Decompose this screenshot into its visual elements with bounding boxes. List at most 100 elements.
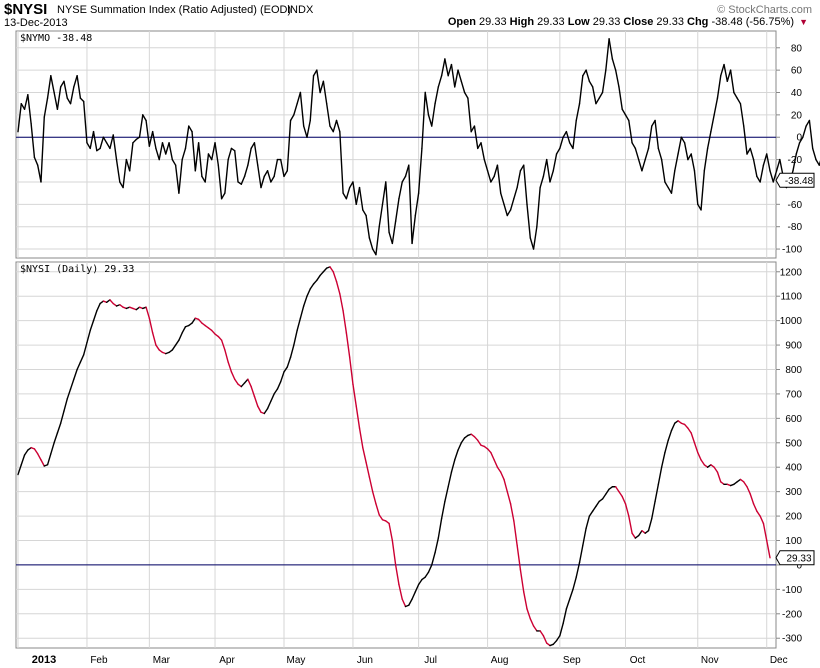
series-segment [664, 181, 669, 189]
series-segment [46, 453, 52, 466]
series-segment [578, 75, 584, 105]
series-segment [440, 58, 446, 77]
series-segment [723, 63, 729, 83]
series-segment [746, 147, 751, 155]
series-segment [568, 588, 574, 600]
series-segment [50, 442, 55, 455]
series-segment [319, 80, 325, 94]
series-segment [490, 451, 495, 461]
open-label: Open [447, 16, 476, 28]
series-segment [385, 181, 390, 233]
series-segment [151, 332, 157, 346]
series-segment [23, 94, 29, 110]
series-segment [775, 158, 781, 172]
series-segment [509, 503, 515, 522]
series-segment [670, 422, 676, 432]
x-axis: 2013 Feb Mar Apr May Jun Jul Aug Sep Oct Nov Dec [32, 654, 788, 666]
series-segment [270, 175, 275, 183]
y-tick-label: -200 [782, 609, 802, 620]
series-segment [591, 86, 597, 105]
series-segment [637, 158, 643, 172]
series-segment [585, 69, 591, 83]
series-segment [273, 388, 279, 395]
series-segment [17, 102, 22, 133]
series-segment [174, 164, 180, 194]
x-month-label: Oct [630, 655, 646, 666]
series-segment [716, 471, 722, 483]
series-segment [503, 478, 508, 493]
series-segment [693, 442, 699, 454]
series-segment [378, 514, 384, 521]
y-tick-label: -300 [782, 634, 802, 645]
series-segment [165, 142, 170, 155]
series-segment [161, 142, 167, 155]
series-segment [651, 500, 656, 520]
series-segment [352, 383, 357, 407]
series-segment [414, 192, 420, 217]
series-segment [549, 170, 554, 183]
series-segment [352, 181, 357, 206]
series-segment [532, 225, 538, 250]
series-segment [197, 142, 203, 178]
series-segment [450, 63, 456, 88]
series-segment [463, 91, 469, 99]
series-segment [795, 142, 801, 155]
series-segment [194, 142, 200, 172]
series-segment [27, 94, 32, 125]
series-segment [332, 271, 338, 283]
series-segment [815, 158, 820, 166]
series-segment [644, 147, 650, 161]
series-segment [546, 158, 551, 183]
y-tick-label: 300 [785, 487, 802, 498]
y-tick-label: 1100 [780, 292, 802, 303]
series-segment [86, 329, 91, 344]
series-segment [720, 63, 725, 77]
series-segment [63, 80, 68, 99]
series-segment [637, 530, 643, 537]
series-segment [263, 170, 269, 178]
series-segment [224, 349, 229, 363]
series-segment [230, 371, 236, 380]
series-segment [227, 147, 233, 161]
series-segment [726, 69, 732, 83]
series-segment [444, 58, 449, 77]
series-segment [293, 102, 298, 116]
series-segment [368, 476, 374, 493]
series-segment [621, 495, 627, 505]
series-segment [296, 317, 302, 332]
series-segment [700, 459, 706, 466]
series-segment [339, 130, 344, 194]
series-segment [53, 432, 59, 444]
series-segment [460, 437, 466, 444]
series-segment [802, 125, 807, 138]
y-tick-label: -100 [782, 585, 802, 596]
series-segment [542, 158, 548, 178]
brand-label[interactable]: © StockCharts.com [717, 4, 812, 16]
series-segment [270, 393, 275, 402]
series-segment [76, 75, 82, 99]
series-segment [562, 608, 568, 625]
series-segment [125, 158, 131, 172]
x-month-label: Mar [153, 655, 171, 666]
series-segment [155, 344, 160, 351]
series-segment [23, 449, 29, 456]
series-segment [401, 598, 407, 608]
series-segment [299, 91, 305, 127]
series-segment [325, 102, 331, 127]
series-segment [207, 153, 213, 161]
series-segment [138, 114, 144, 138]
series-segment [733, 91, 738, 99]
series-segment [706, 130, 712, 150]
high-label: High [509, 16, 535, 28]
series-segment [365, 461, 371, 478]
series-segment [286, 356, 292, 368]
plot-frame [15, 261, 777, 649]
series-segment [375, 503, 380, 516]
series-segment [634, 147, 640, 161]
series-segment [486, 170, 492, 183]
series-segment [224, 158, 229, 194]
series-segment [756, 510, 761, 517]
y-tick-label: 200 [785, 512, 802, 523]
series-segment [375, 225, 380, 256]
y-tick-label: 900 [785, 341, 802, 352]
